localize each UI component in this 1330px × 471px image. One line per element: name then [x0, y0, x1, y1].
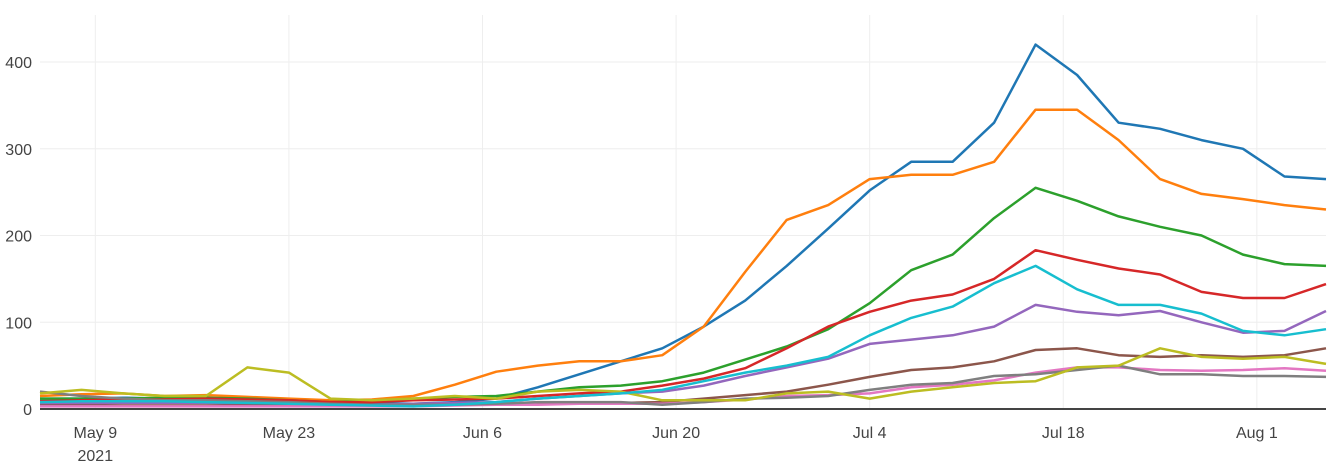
series-lines: [39, 43, 1327, 408]
y-tick-label: 100: [5, 315, 32, 332]
line-series-9: [39, 347, 1327, 402]
line-series-1: [40, 43, 1327, 406]
x-tick-labels: May 9 2021 May 23 Jun 6 Jun 20 Jul 4 Jul 18 Aug…: [74, 425, 1278, 465]
x-tick-label: Aug 1: [1236, 425, 1278, 442]
gridlines: [40, 15, 1326, 409]
x-tick-label: May 9: [74, 425, 118, 442]
y-tick-labels: 0 100 200 300 400: [5, 55, 32, 419]
x-tick-label: Jul 4: [853, 425, 887, 442]
line-series-4: [39, 248, 1327, 404]
line-series-10: [39, 264, 1327, 408]
y-tick-label: 0: [23, 402, 32, 419]
line-series-2: [39, 108, 1327, 402]
x-tick-label: Jun 20: [652, 425, 700, 442]
x-tick-sublabel: 2021: [78, 448, 114, 465]
y-tick-label: 400: [5, 55, 32, 72]
x-tick-label: May 23: [263, 425, 316, 442]
y-tick-label: 200: [5, 229, 32, 246]
x-tick-label: Jun 6: [463, 425, 502, 442]
line-series-3: [40, 186, 1327, 404]
y-tick-label: 300: [5, 142, 32, 159]
x-tick-label: Jul 18: [1042, 425, 1085, 442]
